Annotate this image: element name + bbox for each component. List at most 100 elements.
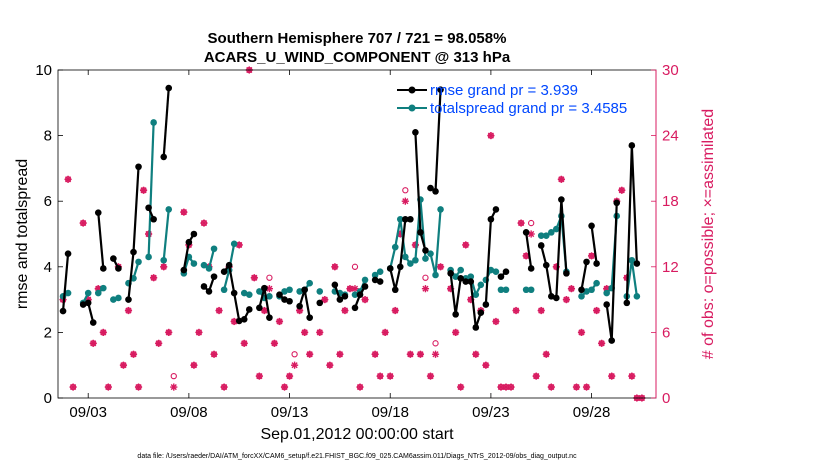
y2-tick-label: 30 [662,62,679,79]
obs-assimilated-marker [562,296,571,304]
series-point [422,247,429,254]
series-point [553,294,560,302]
obs-possible-marker [402,187,409,194]
obs-assimilated-marker [598,339,606,347]
series-point [407,215,414,223]
series-point [316,299,324,307]
series-point [563,270,570,277]
obs-assimilated-marker [321,296,329,304]
series-point [59,307,67,315]
series-point [84,299,92,307]
obs-possible-marker [432,340,439,347]
series-point [623,299,631,307]
x-tick-label: 09/13 [271,404,309,421]
series-point [150,215,157,223]
series-point [220,268,228,276]
series-point [210,273,218,280]
series-point [84,289,92,297]
series-point [437,86,444,93]
series-point [547,293,555,300]
series-point [190,260,198,267]
obs-assimilated-marker [557,175,565,183]
series-point [396,263,404,271]
series-point [160,256,168,264]
obs-assimilated-marker [426,372,435,380]
series-point [336,296,344,303]
series-point [578,293,585,300]
series-point [351,304,359,312]
obs-assimilated-marker [336,350,344,358]
obs-assimilated-marker [587,252,596,260]
obs-assimilated-marker [391,306,399,315]
series-point [351,291,359,298]
obs-assimilated-marker [431,350,440,358]
chart-subtitle: ACARS_U_WIND_COMPONENT @ 313 hPa [204,49,511,66]
series-point [296,302,303,310]
obs-assimilated-marker [542,350,550,358]
series-point [527,286,535,294]
series-point [125,296,132,303]
y-tick-label: 0 [44,390,52,407]
obs-assimilated-marker [139,186,148,194]
series-point [64,250,72,257]
series-point [633,260,641,267]
series-point [160,153,168,161]
series-point [633,293,641,300]
obs-assimilated-marker [593,306,601,315]
obs-assimilated-marker [547,383,555,391]
series-point [371,271,379,279]
series-point [432,271,439,279]
y-tick-label: 6 [44,193,52,210]
obs-assimilated-marker [482,361,490,369]
obs-assimilated-marker [341,306,349,315]
series-point [115,294,122,302]
series-point [235,317,243,325]
obs-assimilated-marker [436,263,445,271]
obs-assimilated-marker [215,306,223,315]
obs-assimilated-marker [326,361,334,369]
obs-assimilated-marker [220,383,228,391]
series-layer [59,84,641,344]
series-point [376,268,384,276]
y-axis-left: 0 2 4 6 8 10 [35,62,63,407]
series-point [245,291,253,298]
obs-assimilated-marker [512,306,520,315]
series-point [145,253,152,261]
series-point [492,268,500,276]
obs-assimilated-marker [532,372,540,380]
obs-assimilated-marker [180,208,188,216]
series-point [452,273,459,280]
series-line-segment [590,225,598,264]
y-tick-label: 8 [44,128,52,145]
series-point [256,304,263,312]
series-point [89,319,97,326]
obs-assimilated-marker [170,383,178,391]
y-tick-label: 10 [35,62,52,79]
series-point [391,286,399,294]
series-point [256,288,263,295]
series-point [165,84,173,92]
series-point [522,229,530,236]
obs-assimilated-marker [275,317,284,326]
obs-assimilated-marker [381,328,389,336]
obs-assimilated-marker [195,328,203,336]
obs-assimilated-marker [285,372,294,380]
series-point [553,225,560,233]
x-tick-label: 09/28 [573,404,611,421]
series-point [240,289,248,297]
obs-assimilated-marker [401,197,409,205]
series-point [522,286,530,294]
legend-spread-label: totalspread grand pr = 3.4585 [430,100,627,117]
x-axis: 09/03 09/08 09/13 09/18 09/23 09/28 [69,70,610,421]
series-point [145,204,152,212]
series-point [266,314,273,321]
legend-rmse-label: rmse grand pr = 3.939 [430,82,578,99]
series-point [472,291,480,298]
obs-assimilated-marker [356,383,364,391]
series-point [402,253,409,261]
y2-axis-label: # of obs: o=possible; ×=assimilated [700,109,717,359]
series-point [281,296,288,303]
obs-assimilated-marker [376,372,384,380]
series-point [331,281,339,289]
